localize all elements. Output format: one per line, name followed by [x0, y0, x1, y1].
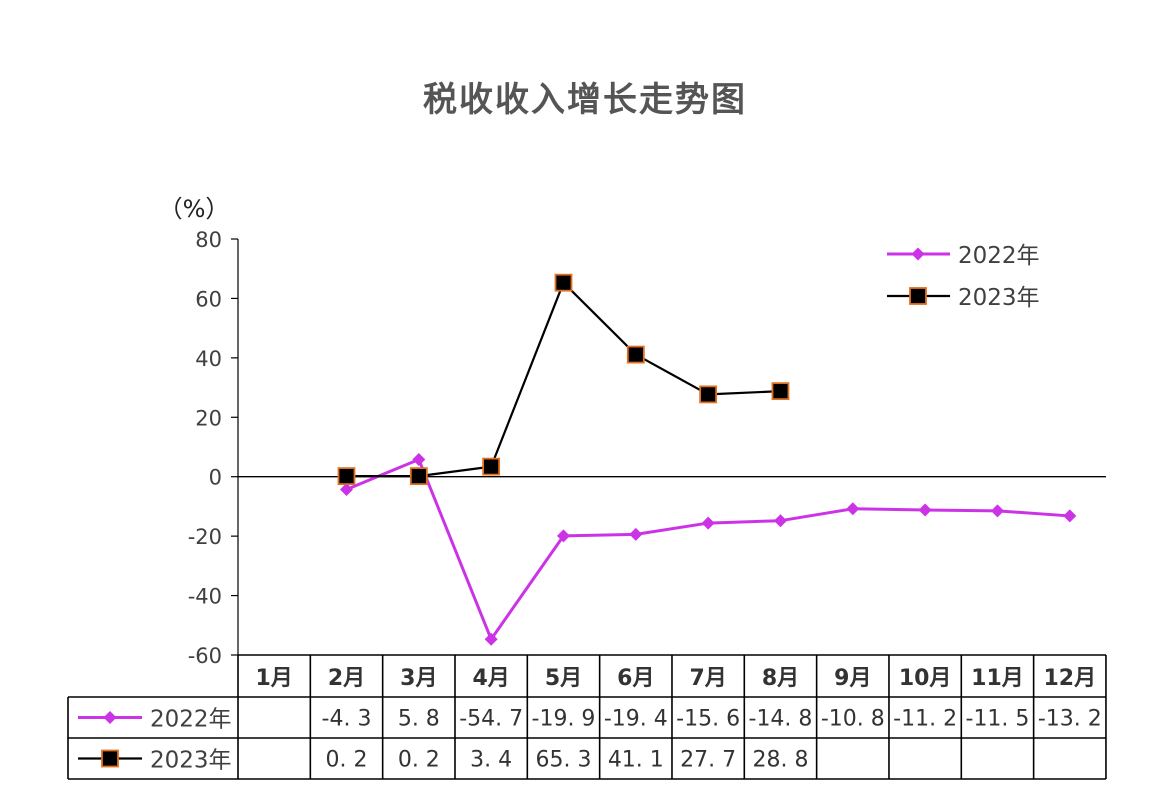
y-tick-label: -60 — [188, 644, 222, 668]
table-month-header: 2月 — [328, 666, 365, 691]
series-line — [345, 457, 1070, 641]
table-cell-value: 5. 8 — [398, 707, 440, 732]
table-legend-marker — [103, 711, 117, 724]
data-point — [482, 457, 501, 476]
table-month-header: 10月 — [899, 666, 952, 691]
series-line — [346, 281, 781, 478]
data-point — [629, 527, 643, 541]
table-row: 2023年 0. 2 0. 2 3. 4 65. 3 41. 1 27. 7 28. 8 — [78, 748, 808, 774]
data-point — [556, 529, 570, 543]
data-table: 1月 2月 3月 4月 5月 6月 7月 8月 9月 10月 11月 12月 2022年 -4. 3 5. … — [67, 654, 1107, 780]
data-point — [846, 502, 860, 516]
table-cell-value: 0. 2 — [326, 748, 368, 773]
table-month-header: 9月 — [834, 666, 871, 691]
y-tick-label: 0 — [209, 466, 222, 490]
data-point — [773, 514, 787, 528]
axes: 80 60 40 20 0 -20 -40 -60 — [188, 228, 1106, 668]
table-cell-value: 27. 7 — [680, 748, 736, 773]
table-cell-value: -4. 3 — [322, 707, 372, 732]
table-month-header: 7月 — [689, 666, 726, 691]
legend: 2022年 2023年 — [887, 243, 1040, 311]
table-month-header: 6月 — [617, 666, 654, 691]
table-month-header: 5月 — [545, 666, 582, 691]
data-point — [626, 345, 645, 364]
table-cell-value: -19. 9 — [532, 707, 596, 732]
y-tick-label: 80 — [195, 228, 222, 252]
table-month-header: 1月 — [256, 666, 293, 691]
series-layer — [337, 273, 1077, 646]
table-month-header: 8月 — [762, 666, 799, 691]
table-cell-value: 65. 3 — [535, 748, 591, 773]
data-point — [554, 273, 573, 292]
legend-marker — [911, 247, 925, 261]
data-point — [699, 385, 718, 404]
table-cell-value: -15. 6 — [676, 707, 740, 732]
legend-marker — [909, 287, 927, 305]
y-axis-unit-label: （%） — [159, 195, 230, 223]
data-point — [409, 467, 428, 486]
data-point — [701, 516, 715, 530]
table-cell-value: 28. 8 — [752, 748, 808, 773]
y-tick-label: 40 — [195, 347, 222, 371]
y-tick-label: 60 — [195, 287, 222, 311]
table-cell-value: 41. 1 — [608, 748, 664, 773]
table-row-label: 2022年 — [150, 707, 232, 733]
table-cell-value: 0. 2 — [398, 748, 440, 773]
y-tick-label: -20 — [188, 525, 222, 549]
table-cell-value: -11. 2 — [893, 707, 957, 732]
table-cell-value: -13. 2 — [1038, 707, 1102, 732]
table-cell-value: -10. 8 — [821, 707, 885, 732]
series-2022年 — [339, 452, 1077, 646]
y-tick-label: -40 — [188, 585, 222, 609]
table-cell-value: 3. 4 — [470, 748, 512, 773]
y-tick-label: 20 — [195, 406, 222, 430]
table-cell-value: -54. 7 — [459, 707, 523, 732]
chart-title: 税收收入增长走势图 — [423, 80, 747, 120]
data-point — [918, 503, 932, 517]
table-month-header: 11月 — [971, 666, 1024, 691]
data-point — [337, 467, 356, 486]
legend-item: 2023年 — [887, 285, 1040, 311]
series-2023年 — [337, 273, 790, 486]
data-point — [990, 504, 1004, 518]
data-point — [771, 382, 790, 401]
table-row-label: 2023年 — [150, 748, 232, 774]
table-row: 2022年 -4. 3 5. 8 -54. 7 -19. 9 -19. 4 -15. 6 -1… — [78, 707, 1102, 733]
legend-item: 2022年 — [887, 243, 1040, 269]
data-point — [484, 632, 498, 646]
table-cell-value: -19. 4 — [604, 707, 668, 732]
table-cell-value: -11. 5 — [966, 707, 1030, 732]
data-point — [339, 482, 353, 496]
data-point — [412, 452, 426, 466]
table-month-header: 4月 — [472, 666, 509, 691]
table-month-header: 3月 — [400, 666, 437, 691]
legend-label: 2022年 — [958, 243, 1040, 269]
legend-label: 2023年 — [958, 285, 1040, 311]
table-cell-value: -14. 8 — [749, 707, 813, 732]
data-point — [1063, 509, 1077, 523]
table-month-header: 12月 — [1043, 666, 1096, 691]
table-legend-marker — [101, 749, 119, 768]
